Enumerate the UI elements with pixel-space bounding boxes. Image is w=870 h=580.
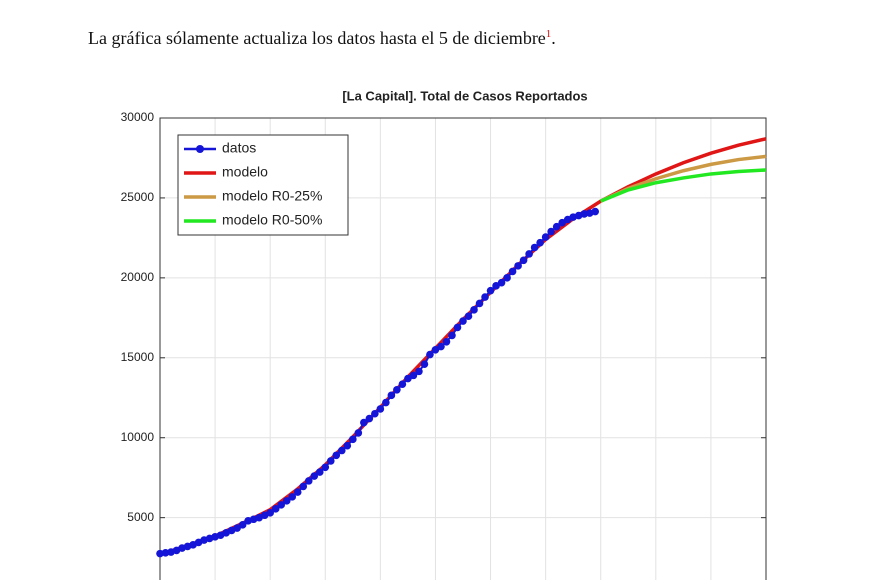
data-point — [233, 524, 241, 532]
data-point — [442, 338, 451, 346]
paragraph-text: La gráfica sólamente actualiza los datos… — [88, 28, 546, 48]
axes-box — [159, 117, 767, 580]
data-point — [514, 262, 522, 270]
data-point — [431, 345, 440, 354]
legend-box — [177, 134, 349, 236]
data-point — [536, 238, 544, 247]
data-point — [437, 342, 445, 351]
footnote-ref[interactable]: 1 — [545, 28, 552, 40]
data-point — [382, 398, 390, 407]
legend-marker — [196, 145, 204, 153]
data-point — [288, 493, 297, 501]
data-point — [376, 405, 385, 413]
data-point — [508, 267, 517, 276]
data-point — [475, 299, 484, 308]
y-tick-label: 15000 — [121, 350, 155, 364]
data-point — [492, 282, 500, 290]
data-point — [343, 441, 352, 450]
legend-label: modelo R0-25% — [222, 188, 322, 204]
data-point — [497, 278, 506, 287]
y-tick-label: 30000 — [121, 110, 155, 124]
data-point — [591, 207, 600, 216]
data-point — [299, 482, 308, 491]
y-tick-label: 25000 — [121, 190, 155, 204]
data-point — [271, 505, 280, 513]
data-point — [525, 250, 533, 258]
data-point — [349, 435, 357, 444]
paragraph: La gráfica sólamente actualiza los datos… — [88, 28, 556, 49]
data-point — [541, 233, 550, 241]
data-point — [310, 472, 319, 480]
y-tick-label: 10000 — [121, 430, 155, 444]
chart-title: [La Capital]. Total de Casos Reportados — [342, 88, 587, 103]
data-point — [558, 218, 566, 227]
data-point — [470, 306, 478, 314]
data-point — [481, 293, 489, 301]
data-point — [486, 286, 495, 295]
data-point — [459, 317, 467, 325]
data-point — [453, 323, 462, 332]
data-point — [266, 509, 274, 517]
y-tick-label: 5000 — [127, 510, 154, 524]
data-point — [338, 446, 346, 455]
data-point — [547, 227, 555, 236]
data-point — [326, 457, 335, 465]
y-tick-label: 20000 — [121, 270, 155, 284]
data-point — [409, 371, 418, 380]
punctuation: . — [551, 28, 556, 48]
data-point — [304, 477, 313, 485]
data-point — [365, 414, 374, 423]
data-point — [371, 409, 379, 418]
data-point — [464, 312, 473, 321]
data-point — [393, 385, 401, 394]
data-point — [387, 391, 396, 400]
data-point — [293, 488, 302, 496]
data-point — [398, 380, 407, 388]
data-point — [277, 501, 286, 509]
legend-label: modelo R0-50% — [222, 212, 322, 228]
data-point — [415, 367, 423, 376]
data-point — [503, 274, 511, 282]
data-point — [426, 350, 434, 359]
series-line — [600, 168, 767, 203]
data-point — [448, 331, 456, 340]
data-point — [282, 497, 291, 505]
data-point — [519, 256, 528, 265]
legend-label: modelo — [222, 164, 268, 180]
data-point — [332, 451, 341, 460]
data-point — [354, 429, 363, 437]
data-point — [404, 374, 412, 383]
data-point — [530, 243, 539, 252]
data-point — [315, 468, 324, 476]
series-line — [159, 210, 596, 555]
data-point — [360, 418, 368, 427]
data-point — [552, 222, 561, 231]
data-point — [420, 360, 429, 368]
data-point — [321, 463, 330, 472]
data-point — [238, 521, 247, 529]
legend-label: datos — [222, 140, 256, 156]
